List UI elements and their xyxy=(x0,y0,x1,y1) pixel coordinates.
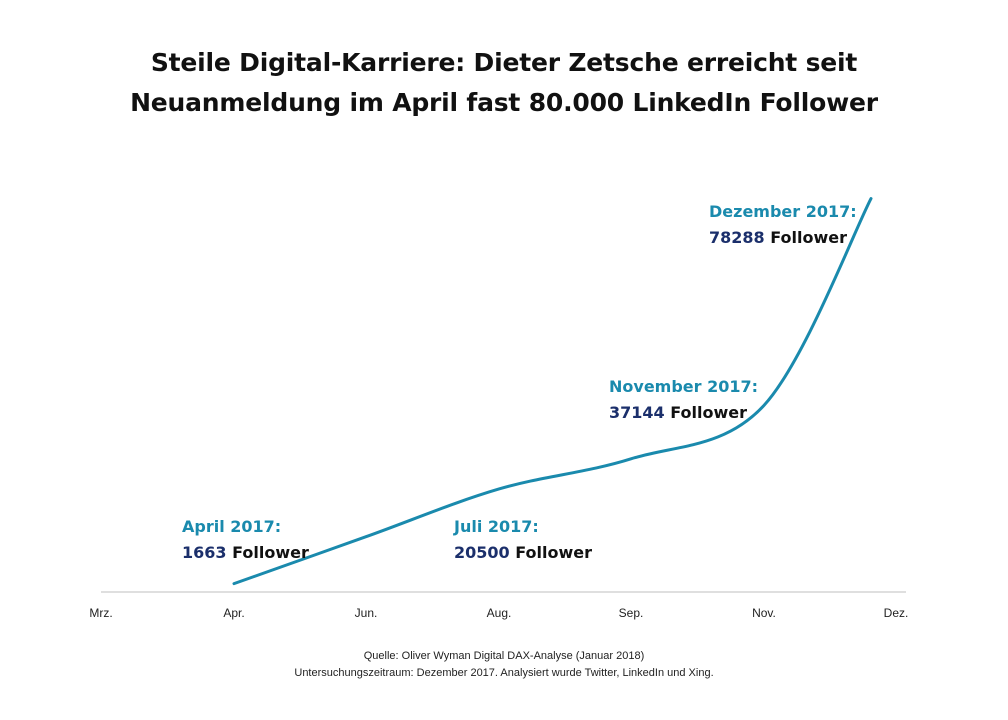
chart-title-line-1: Steile Digital-Karriere: Dieter Zetsche … xyxy=(150,48,858,77)
x-tick-label: Apr. xyxy=(223,606,244,620)
annotation-november-2017: November 2017: 37144 Follower xyxy=(609,374,758,426)
x-axis-tick-labels: Mrz. Apr. Jun. Aug. Sep. Nov. Dez. xyxy=(89,606,908,620)
annotation-date: April 2017: xyxy=(182,517,282,536)
x-tick-label: Nov. xyxy=(752,606,776,620)
annotation-unit: Follower xyxy=(232,543,309,562)
annotation-date: Juli 2017: xyxy=(454,517,539,536)
follower-series-line xyxy=(232,197,873,586)
x-tick-label: Sep. xyxy=(619,606,644,620)
x-tick-label: Dez. xyxy=(884,606,909,620)
annotation-april-2017: April 2017: 1663 Follower xyxy=(182,514,309,566)
annotation-juli-2017: Juli 2017: 20500 Follower xyxy=(454,514,592,566)
annotation-unit: Follower xyxy=(515,543,593,562)
study-period-note: Untersuchungszeitraum: Dezember 2017. An… xyxy=(294,667,714,679)
annotation-value: 78288 xyxy=(709,228,765,247)
source-note: Quelle: Oliver Wyman Digital DAX-Analyse… xyxy=(363,650,645,662)
annotation-dezember-2017: Dezember 2017: 78288 Follower xyxy=(709,199,857,251)
annotation-date: November 2017: xyxy=(609,377,759,396)
annotation-value: 20500 xyxy=(454,543,510,562)
annotation-unit: Follower xyxy=(670,403,748,422)
annotation-date: Dezember 2017: xyxy=(709,202,857,221)
chart-title-line-2: Neuanmeldung im April fast 80.000 Linked… xyxy=(130,88,878,117)
x-tick-label: Jun. xyxy=(355,606,378,620)
annotation-value: 37144 xyxy=(609,403,665,422)
annotation-unit: Follower xyxy=(770,228,848,247)
x-tick-label: Aug. xyxy=(487,606,512,620)
x-tick-label: Mrz. xyxy=(89,606,112,620)
annotation-value: 1663 xyxy=(182,543,227,562)
